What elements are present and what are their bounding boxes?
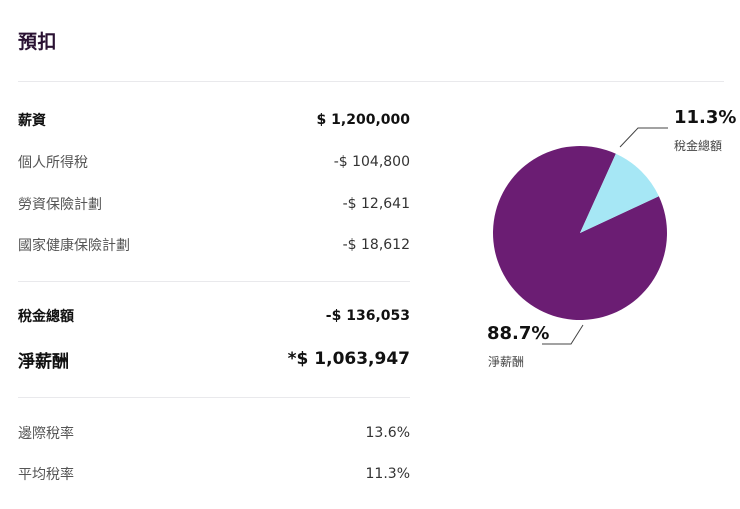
pie-slice-total-tax <box>580 153 659 233</box>
marginal-rate-label: 邊際稅率 <box>18 426 74 442</box>
net-pay-label: 淨薪酬 <box>18 351 69 372</box>
income-tax-row: 個人所得稅 -$ 104,800 <box>18 150 410 174</box>
total-tax-row: 稅金總額 -$ 136,053 <box>18 304 410 328</box>
deduction-pie-chart <box>492 127 668 345</box>
tax-leader-line <box>619 127 668 148</box>
income-tax-label: 個人所得稅 <box>18 155 88 171</box>
divider-mid <box>18 281 410 282</box>
salary-label: 薪資 <box>18 113 46 129</box>
average-rate-row: 平均稅率 11.3% <box>18 462 410 486</box>
tax-slice-name: 稅金總額 <box>674 139 723 153</box>
divider-bottom <box>18 397 410 398</box>
health-insurance-row: 國家健康保險計劃 -$ 18,612 <box>18 233 410 257</box>
salary-row: 薪資 $ 1,200,000 <box>18 108 410 132</box>
net-leader-line <box>542 324 584 345</box>
section-title: 預扣 <box>18 31 58 53</box>
total-tax-value: -$ 136,053 <box>325 308 410 324</box>
net-slice-name: 淨薪酬 <box>488 355 525 369</box>
total-tax-label: 稅金總額 <box>18 309 74 325</box>
health-insurance-label: 國家健康保險計劃 <box>18 238 130 254</box>
income-tax-value: -$ 104,800 <box>333 154 410 170</box>
salary-value: $ 1,200,000 <box>316 112 410 128</box>
divider-top <box>18 81 724 82</box>
health-insurance-value: -$ 18,612 <box>342 237 410 253</box>
average-rate-value: 11.3% <box>365 466 410 482</box>
net-percent-label: 88.7% <box>487 323 550 344</box>
net-pay-row: 淨薪酬 *$ 1,063,947 <box>18 347 410 372</box>
labor-insurance-value: -$ 12,641 <box>342 196 410 212</box>
labor-insurance-label: 勞資保險計劃 <box>18 197 102 213</box>
labor-insurance-row: 勞資保險計劃 -$ 12,641 <box>18 192 410 216</box>
marginal-rate-row: 邊際稅率 13.6% <box>18 421 410 445</box>
marginal-rate-value: 13.6% <box>365 425 410 441</box>
pie-slice-net-pay <box>492 145 667 320</box>
average-rate-label: 平均稅率 <box>18 467 74 483</box>
net-pay-value: *$ 1,063,947 <box>287 349 410 369</box>
tax-percent-label: 11.3% <box>674 107 737 128</box>
